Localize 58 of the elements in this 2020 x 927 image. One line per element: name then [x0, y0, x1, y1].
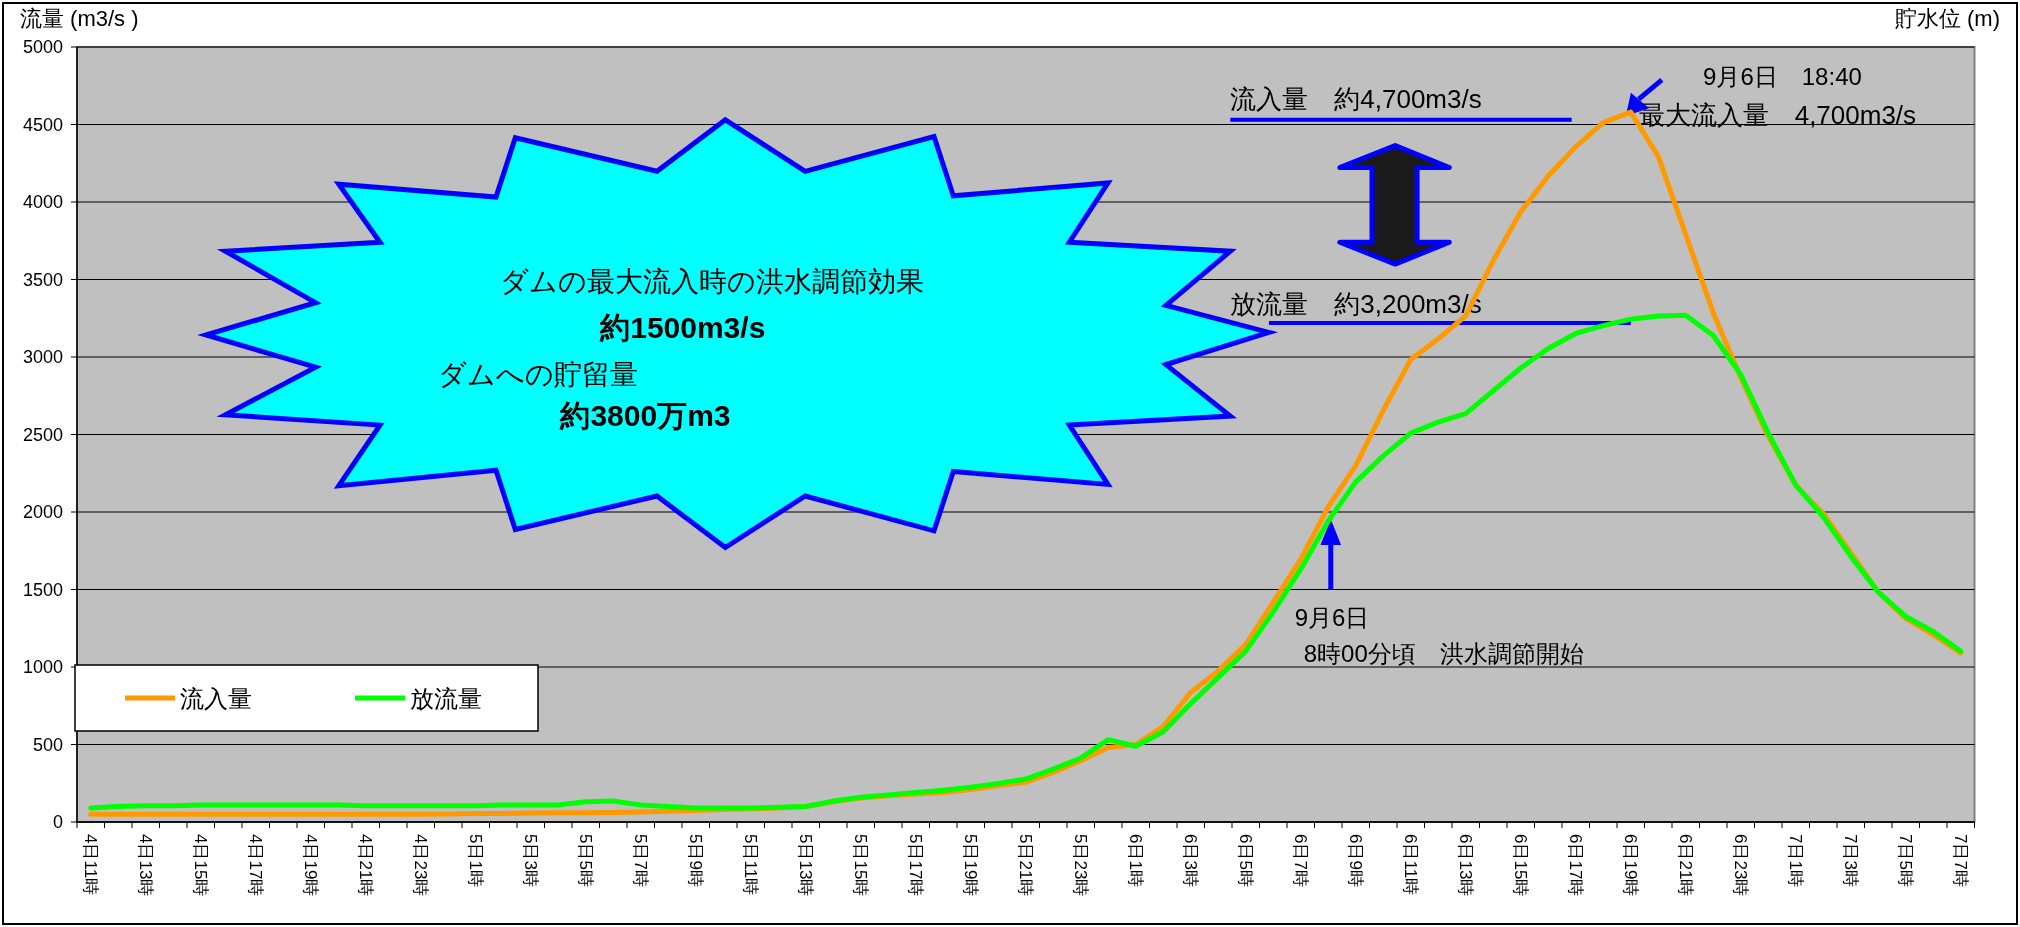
annotation: 流入量 約4,700m3/s: [1230, 84, 1482, 115]
x-tick-label: 5日23時: [1070, 834, 1090, 897]
annotation: ダムへの貯留量: [438, 358, 638, 390]
x-tick-label: 7日7時: [1950, 834, 1970, 887]
annotation: 9月6日: [1294, 604, 1370, 632]
x-tick-label: 4日23時: [410, 834, 430, 897]
y-tick-label: 1000: [22, 657, 63, 677]
x-tick-label: 5日15時: [850, 834, 870, 897]
x-tick-label: 6日23時: [1730, 834, 1750, 897]
y-tick-label: 2000: [22, 502, 63, 522]
x-tick-label: 6日15時: [1510, 834, 1530, 897]
y2-axis-title: 貯水位 (m): [1894, 6, 2000, 31]
y-tick-label: 1500: [22, 579, 63, 600]
x-tick-label: 6日21時: [1675, 834, 1695, 897]
y-tick-label: 3500: [22, 269, 63, 290]
x-tick-label: 5日11時: [740, 834, 760, 896]
x-tick-label: 6日11時: [1400, 834, 1420, 896]
x-tick-label: 5日7時: [630, 834, 650, 887]
x-tick-label: 4日21時: [355, 834, 375, 897]
annotation: 9月6日 18:40: [1703, 63, 1862, 91]
x-tick-label: 4日15時: [190, 834, 210, 897]
annotation: ダムの最大流入時の洪水調節効果: [500, 266, 925, 298]
annotation: 8時00分頃 洪水調節開始: [1303, 640, 1584, 668]
x-tick-label: 6日5時: [1235, 834, 1255, 887]
x-tick-label: 6日9時: [1345, 834, 1365, 887]
x-tick-label: 5日19時: [960, 834, 980, 897]
legend-label: 流入量: [180, 685, 252, 712]
x-tick-label: 6日1時: [1125, 834, 1145, 887]
x-tick-label: 5日9時: [685, 834, 705, 887]
x-tick-label: 6日13時: [1455, 834, 1475, 897]
y-tick-label: 4000: [22, 192, 63, 212]
x-tick-label: 5日1時: [465, 834, 485, 887]
annotation: 約1500m3/s: [600, 310, 766, 344]
x-tick-label: 5日5時: [575, 834, 595, 887]
x-tick-label: 5日13時: [795, 834, 815, 897]
x-tick-label: 7日5時: [1895, 834, 1915, 887]
y-tick-label: 500: [32, 734, 63, 755]
x-tick-label: 6日19時: [1620, 834, 1640, 897]
x-tick-label: 5日3時: [520, 834, 540, 887]
x-tick-label: 4日11時: [80, 834, 100, 896]
x-tick-label: 4日13時: [135, 834, 155, 897]
x-tick-label: 6日17時: [1565, 834, 1585, 897]
x-tick-label: 4日17時: [245, 834, 265, 897]
x-tick-label: 6日3時: [1180, 834, 1200, 887]
annotation: 約3800万m3: [560, 399, 731, 433]
y-tick-label: 4500: [22, 114, 63, 135]
legend-label: 放流量: [410, 685, 482, 712]
y-tick-label: 3000: [22, 347, 63, 367]
y-tick-label: 5000: [22, 37, 63, 57]
y-tick-label: 0: [52, 812, 63, 832]
x-tick-label: 7日3時: [1840, 834, 1860, 887]
x-tick-label: 6日7時: [1290, 834, 1310, 887]
x-tick-label: 5日21時: [1015, 834, 1035, 897]
x-tick-label: 7日1時: [1785, 834, 1805, 887]
y-tick-label: 2500: [22, 424, 63, 445]
y-axis-title: 流量 (m3/s ): [20, 6, 139, 31]
x-tick-label: 5日17時: [905, 834, 925, 897]
x-tick-label: 4日19時: [300, 834, 320, 897]
